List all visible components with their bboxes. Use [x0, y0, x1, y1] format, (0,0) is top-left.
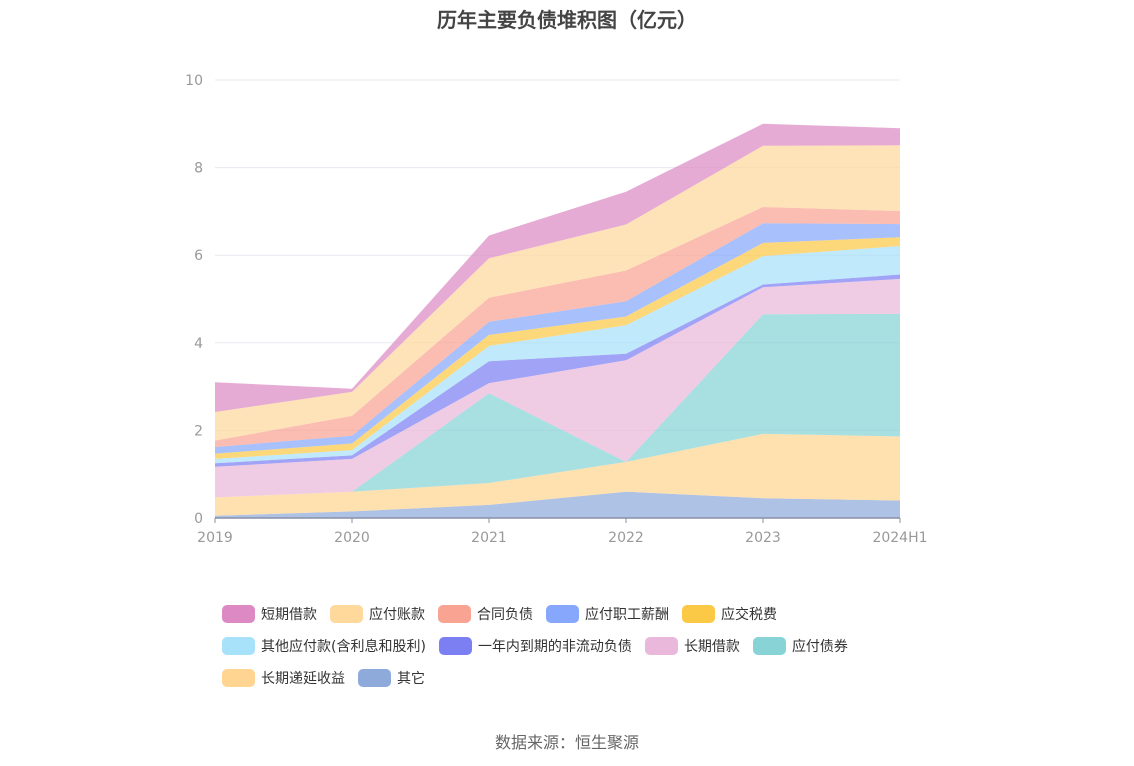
legend-item[interactable]: 其他应付款(含利息和股利): [222, 630, 426, 662]
legend-swatch: [438, 637, 472, 655]
legend-swatch: [438, 605, 471, 623]
y-tick-label: 8: [194, 161, 203, 177]
chart-title: 历年主要负债堆积图（亿元）: [437, 8, 697, 32]
x-tick-label: 2021: [471, 530, 507, 546]
legend-item[interactable]: 应付账款: [330, 598, 425, 630]
legend-swatch: [222, 605, 255, 623]
area-一年内到期的非流动负债: [215, 274, 900, 467]
y-tick-label: 0: [194, 511, 203, 527]
stacked-area-chart: 0 2 4 6 8 10 2019 2020 2021 2022 2023 2024H1: [185, 73, 927, 546]
area-应付账款: [215, 145, 900, 441]
area-长期借款: [215, 278, 900, 498]
area-其他应付款(含利息和股利): [215, 246, 900, 464]
legend-item[interactable]: 短期借款: [222, 598, 317, 630]
area-其它: [215, 491, 900, 518]
legend-label: 合同负债: [477, 607, 533, 623]
y-tick-label: 10: [185, 73, 203, 89]
source-note: 数据来源：恒生聚源: [494, 733, 639, 752]
area-长期递延收益: [215, 433, 900, 516]
legend-label: 长期递延收益: [261, 671, 345, 687]
x-tick-label: 2023: [745, 530, 781, 546]
area-应付债券: [215, 313, 900, 498]
legend-swatch: [546, 605, 579, 623]
legend-item[interactable]: 长期递延收益: [222, 662, 345, 694]
legend-item[interactable]: 应付职工薪酬: [546, 598, 669, 630]
x-tick-label: 2020: [334, 530, 370, 546]
legend-label: 其它: [397, 671, 425, 687]
axes: 0 2 4 6 8 10 2019 2020 2021 2022 2023 2024H1: [185, 73, 927, 546]
legend-swatch: [330, 605, 363, 623]
legend-label: 长期借款: [683, 639, 740, 655]
legend-item[interactable]: 应交税费: [682, 598, 777, 630]
legend-label: 短期借款: [261, 607, 317, 623]
legend-item[interactable]: 其它: [358, 662, 425, 694]
legend: 短期借款 应付账款 合同负债 应付职工薪酬 应交税费其他应付款(含利息和股利) 一年内到期…: [222, 598, 942, 694]
legend-item[interactable]: 合同负债: [438, 598, 533, 630]
legend-item[interactable]: 一年内到期的非流动负债: [438, 630, 632, 662]
legend-swatch: [222, 669, 255, 687]
legend-label: 应交税费: [721, 607, 777, 623]
legend-label: 应付账款: [369, 607, 425, 623]
y-tick-label: 2: [194, 423, 203, 439]
x-tick-label: 2024H1: [872, 530, 927, 546]
x-tick-label: 2019: [197, 530, 233, 546]
legend-swatch: [644, 637, 678, 655]
area-series: [215, 123, 900, 518]
legend-swatch: [222, 637, 255, 655]
legend-swatch: [752, 637, 786, 655]
y-tick-label: 4: [194, 336, 203, 352]
legend-label: 应付债券: [791, 639, 848, 655]
legend-item[interactable]: 应付债券: [752, 630, 848, 662]
legend-swatch: [358, 669, 391, 687]
y-tick-label: 6: [194, 248, 203, 264]
legend-label: 应付职工薪酬: [585, 607, 669, 623]
legend-label: 一年内到期的非流动负债: [477, 639, 632, 655]
legend-label: 其他应付款(含利息和股利): [261, 639, 426, 655]
area-合同负债: [215, 207, 900, 447]
legend-item[interactable]: 长期借款: [644, 630, 740, 662]
x-tick-label: 2022: [608, 530, 644, 546]
legend-swatch: [682, 605, 715, 623]
